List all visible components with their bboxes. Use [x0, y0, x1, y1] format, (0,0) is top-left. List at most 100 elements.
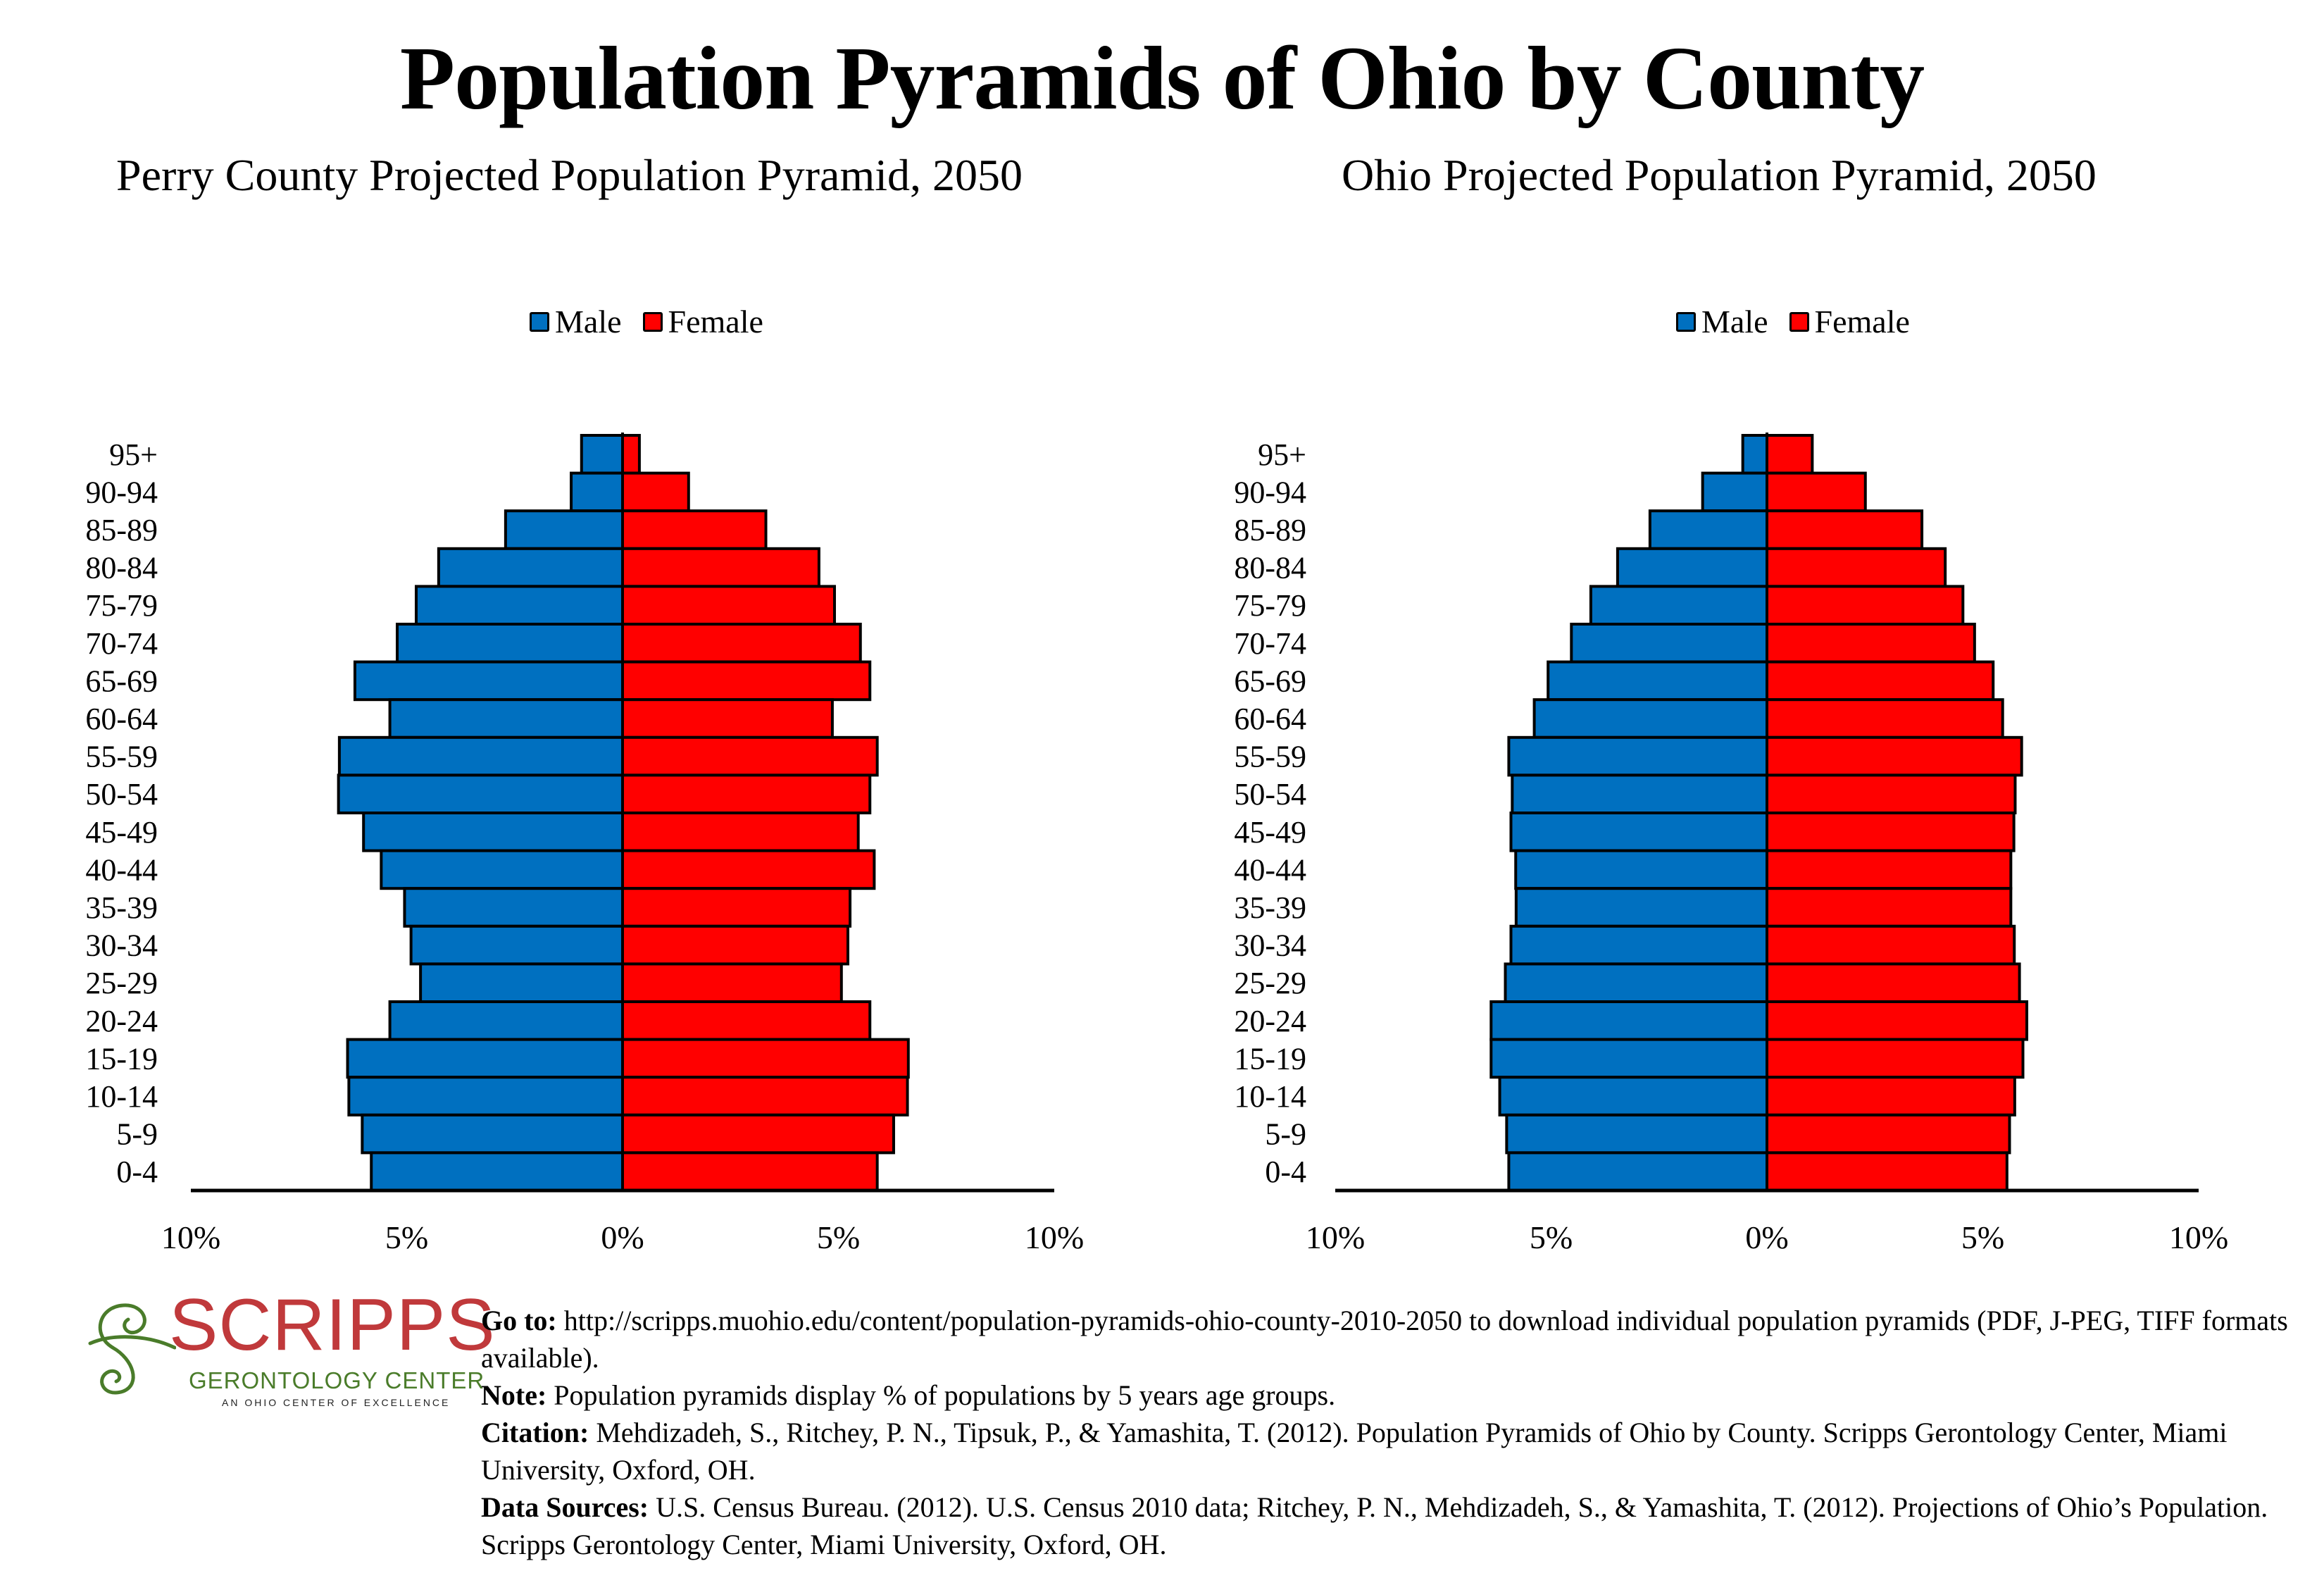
- legend-label-male: Male: [555, 304, 622, 340]
- ohio-age-label: 80-84: [1234, 551, 1306, 585]
- ohio-legend: Male Female: [1676, 303, 1931, 340]
- ohio-bar-male-60-64: [1532, 698, 1769, 739]
- ohio-bar-male-40-44: [1514, 849, 1768, 890]
- ohio-bar-male-45-49: [1509, 812, 1768, 852]
- ohio-age-label: 55-59: [1234, 740, 1306, 774]
- ohio-bar-male-25-29: [1504, 962, 1768, 1004]
- footer-goto: Go to: http://scripps.muohio.edu/content…: [481, 1305, 2288, 1374]
- ohio-x-tick-label: 10%: [1306, 1219, 1365, 1255]
- logo-tagline: AN OHIO CENTER OF EXCELLENCE: [222, 1397, 451, 1408]
- perry-chart-title: Perry County Projected Population Pyrami…: [116, 150, 1023, 200]
- perry-bar-male-55-59: [337, 735, 624, 777]
- ohio-bar-female-30-34: [1766, 924, 2016, 966]
- perry-age-label: 95+: [109, 437, 158, 472]
- perry-bar-male-80-84: [437, 547, 624, 588]
- perry-bar-female-10-14: [621, 1076, 909, 1117]
- perry-age-label: 40-44: [85, 852, 158, 887]
- perry-bar-female-60-64: [621, 698, 834, 739]
- legend-label-male: Male: [1701, 304, 1768, 340]
- perry-bar-male-40-44: [380, 849, 624, 890]
- perry-bar-male-20-24: [388, 1000, 625, 1041]
- ohio-bar-male-35-39: [1514, 887, 1768, 928]
- perry-age-label: 85-89: [85, 513, 158, 547]
- legend-label-female: Female: [1814, 304, 1910, 340]
- ohio-bar-male-90-94: [1701, 471, 1769, 513]
- ohio-x-tick-label: 5%: [1961, 1219, 2004, 1255]
- perry-age-label: 45-49: [85, 815, 158, 850]
- ohio-age-label: 65-69: [1234, 664, 1306, 698]
- perry-bar-male-60-64: [388, 698, 625, 739]
- ohio-age-label: 40-44: [1234, 852, 1306, 887]
- perry-age-label: 65-69: [85, 664, 158, 698]
- ohio-bar-male-20-24: [1489, 1000, 1768, 1041]
- ohio-age-label: 95+: [1258, 437, 1306, 472]
- ohio-bar-female-55-59: [1766, 735, 2023, 777]
- scripps-logo: SCRIPPS GERONTOLOGY CENTER AN OHIO CENTE…: [85, 1288, 495, 1408]
- ohio-age-label: 90-94: [1234, 475, 1306, 509]
- perry-age-label: 80-84: [85, 551, 158, 585]
- scripps-swirl-icon: [88, 1303, 176, 1395]
- perry-bar-female-45-49: [621, 812, 860, 852]
- ohio-age-label: 45-49: [1234, 815, 1306, 850]
- perry-x-tick-label: 5%: [817, 1219, 860, 1255]
- perry-bar-male-45-49: [362, 812, 624, 852]
- perry-age-label: 75-79: [85, 588, 158, 623]
- perry-bar-male-65-69: [353, 660, 624, 702]
- ohio-age-label: 50-54: [1234, 777, 1306, 812]
- ohio-bar-female-75-79: [1766, 585, 1965, 626]
- perry-bar-male-10-14: [347, 1076, 624, 1117]
- ohio-age-label: 30-34: [1234, 928, 1306, 963]
- ohio-bar-female-5-9: [1766, 1113, 2011, 1155]
- perry-bar-female-65-69: [621, 660, 872, 702]
- ohio-bar-male-50-54: [1511, 773, 1769, 815]
- ohio-bar-male-10-14: [1498, 1076, 1768, 1117]
- ohio-bar-male-55-59: [1507, 735, 1769, 777]
- perry-bar-female-15-19: [621, 1038, 910, 1079]
- ohio-age-label: 0-4: [1265, 1155, 1306, 1189]
- perry-bar-female-70-74: [621, 623, 862, 664]
- ohio-bar-male-70-74: [1570, 623, 1769, 664]
- perry-age-label: 60-64: [85, 702, 158, 736]
- ohio-bar-male-0-4: [1507, 1151, 1769, 1193]
- perry-bar-male-90-94: [570, 471, 624, 513]
- logo-wordmark: SCRIPPS: [169, 1284, 496, 1366]
- perry-bar-female-0-4: [621, 1151, 879, 1193]
- male-swatch-icon: [530, 311, 549, 332]
- perry-x-tick-label: 10%: [161, 1219, 220, 1255]
- ohio-bar-female-10-14: [1766, 1076, 2016, 1117]
- legend-item-male: Male: [530, 303, 622, 340]
- ohio-age-label: 85-89: [1234, 513, 1306, 547]
- perry-bar-female-30-34: [621, 924, 849, 966]
- perry-x-tick-label: 0%: [601, 1219, 644, 1255]
- pyramid-charts: 95+90-9485-8980-8475-7970-7465-6960-6455…: [85, 433, 2228, 1255]
- perry-age-label: 10-14: [85, 1079, 158, 1114]
- ohio-x-tick-label: 10%: [2169, 1219, 2228, 1255]
- perry-bar-male-5-9: [361, 1113, 625, 1155]
- download-link-text[interactable]: http://scripps.muohio.edu/content/popula…: [481, 1305, 2288, 1374]
- perry-age-label: 90-94: [85, 475, 158, 509]
- male-swatch-icon: [1676, 311, 1696, 332]
- ohio-bar-female-50-54: [1766, 773, 2017, 815]
- perry-bar-female-85-89: [621, 509, 768, 550]
- ohio-bar-male-65-69: [1547, 660, 1768, 702]
- perry-bar-female-25-29: [621, 962, 843, 1004]
- perry-age-label: 55-59: [85, 740, 158, 774]
- perry-bar-female-80-84: [621, 547, 820, 588]
- legend-item-female: Female: [1789, 303, 1910, 340]
- perry-age-label: 20-24: [85, 1004, 158, 1038]
- perry-bar-female-20-24: [621, 1000, 872, 1041]
- perry-bar-male-70-74: [396, 623, 624, 664]
- ohio-age-label: 25-29: [1234, 966, 1306, 1000]
- perry-bar-male-0-4: [370, 1151, 624, 1193]
- perry-bar-male-30-34: [409, 924, 624, 966]
- perry-bar-female-5-9: [621, 1113, 895, 1155]
- ohio-bar-male-30-34: [1509, 924, 1768, 966]
- ohio-bar-female-40-44: [1766, 849, 2013, 890]
- logo-subtitle: GERONTOLOGY CENTER: [189, 1367, 485, 1393]
- ohio-bar-female-20-24: [1766, 1000, 2029, 1041]
- ohio-bar-female-70-74: [1766, 623, 1976, 664]
- legend-item-female: Female: [642, 303, 763, 340]
- ohio-age-label: 20-24: [1234, 1004, 1306, 1038]
- perry-bar-female-55-59: [621, 735, 879, 777]
- perry-x-tick-label: 10%: [1025, 1219, 1084, 1255]
